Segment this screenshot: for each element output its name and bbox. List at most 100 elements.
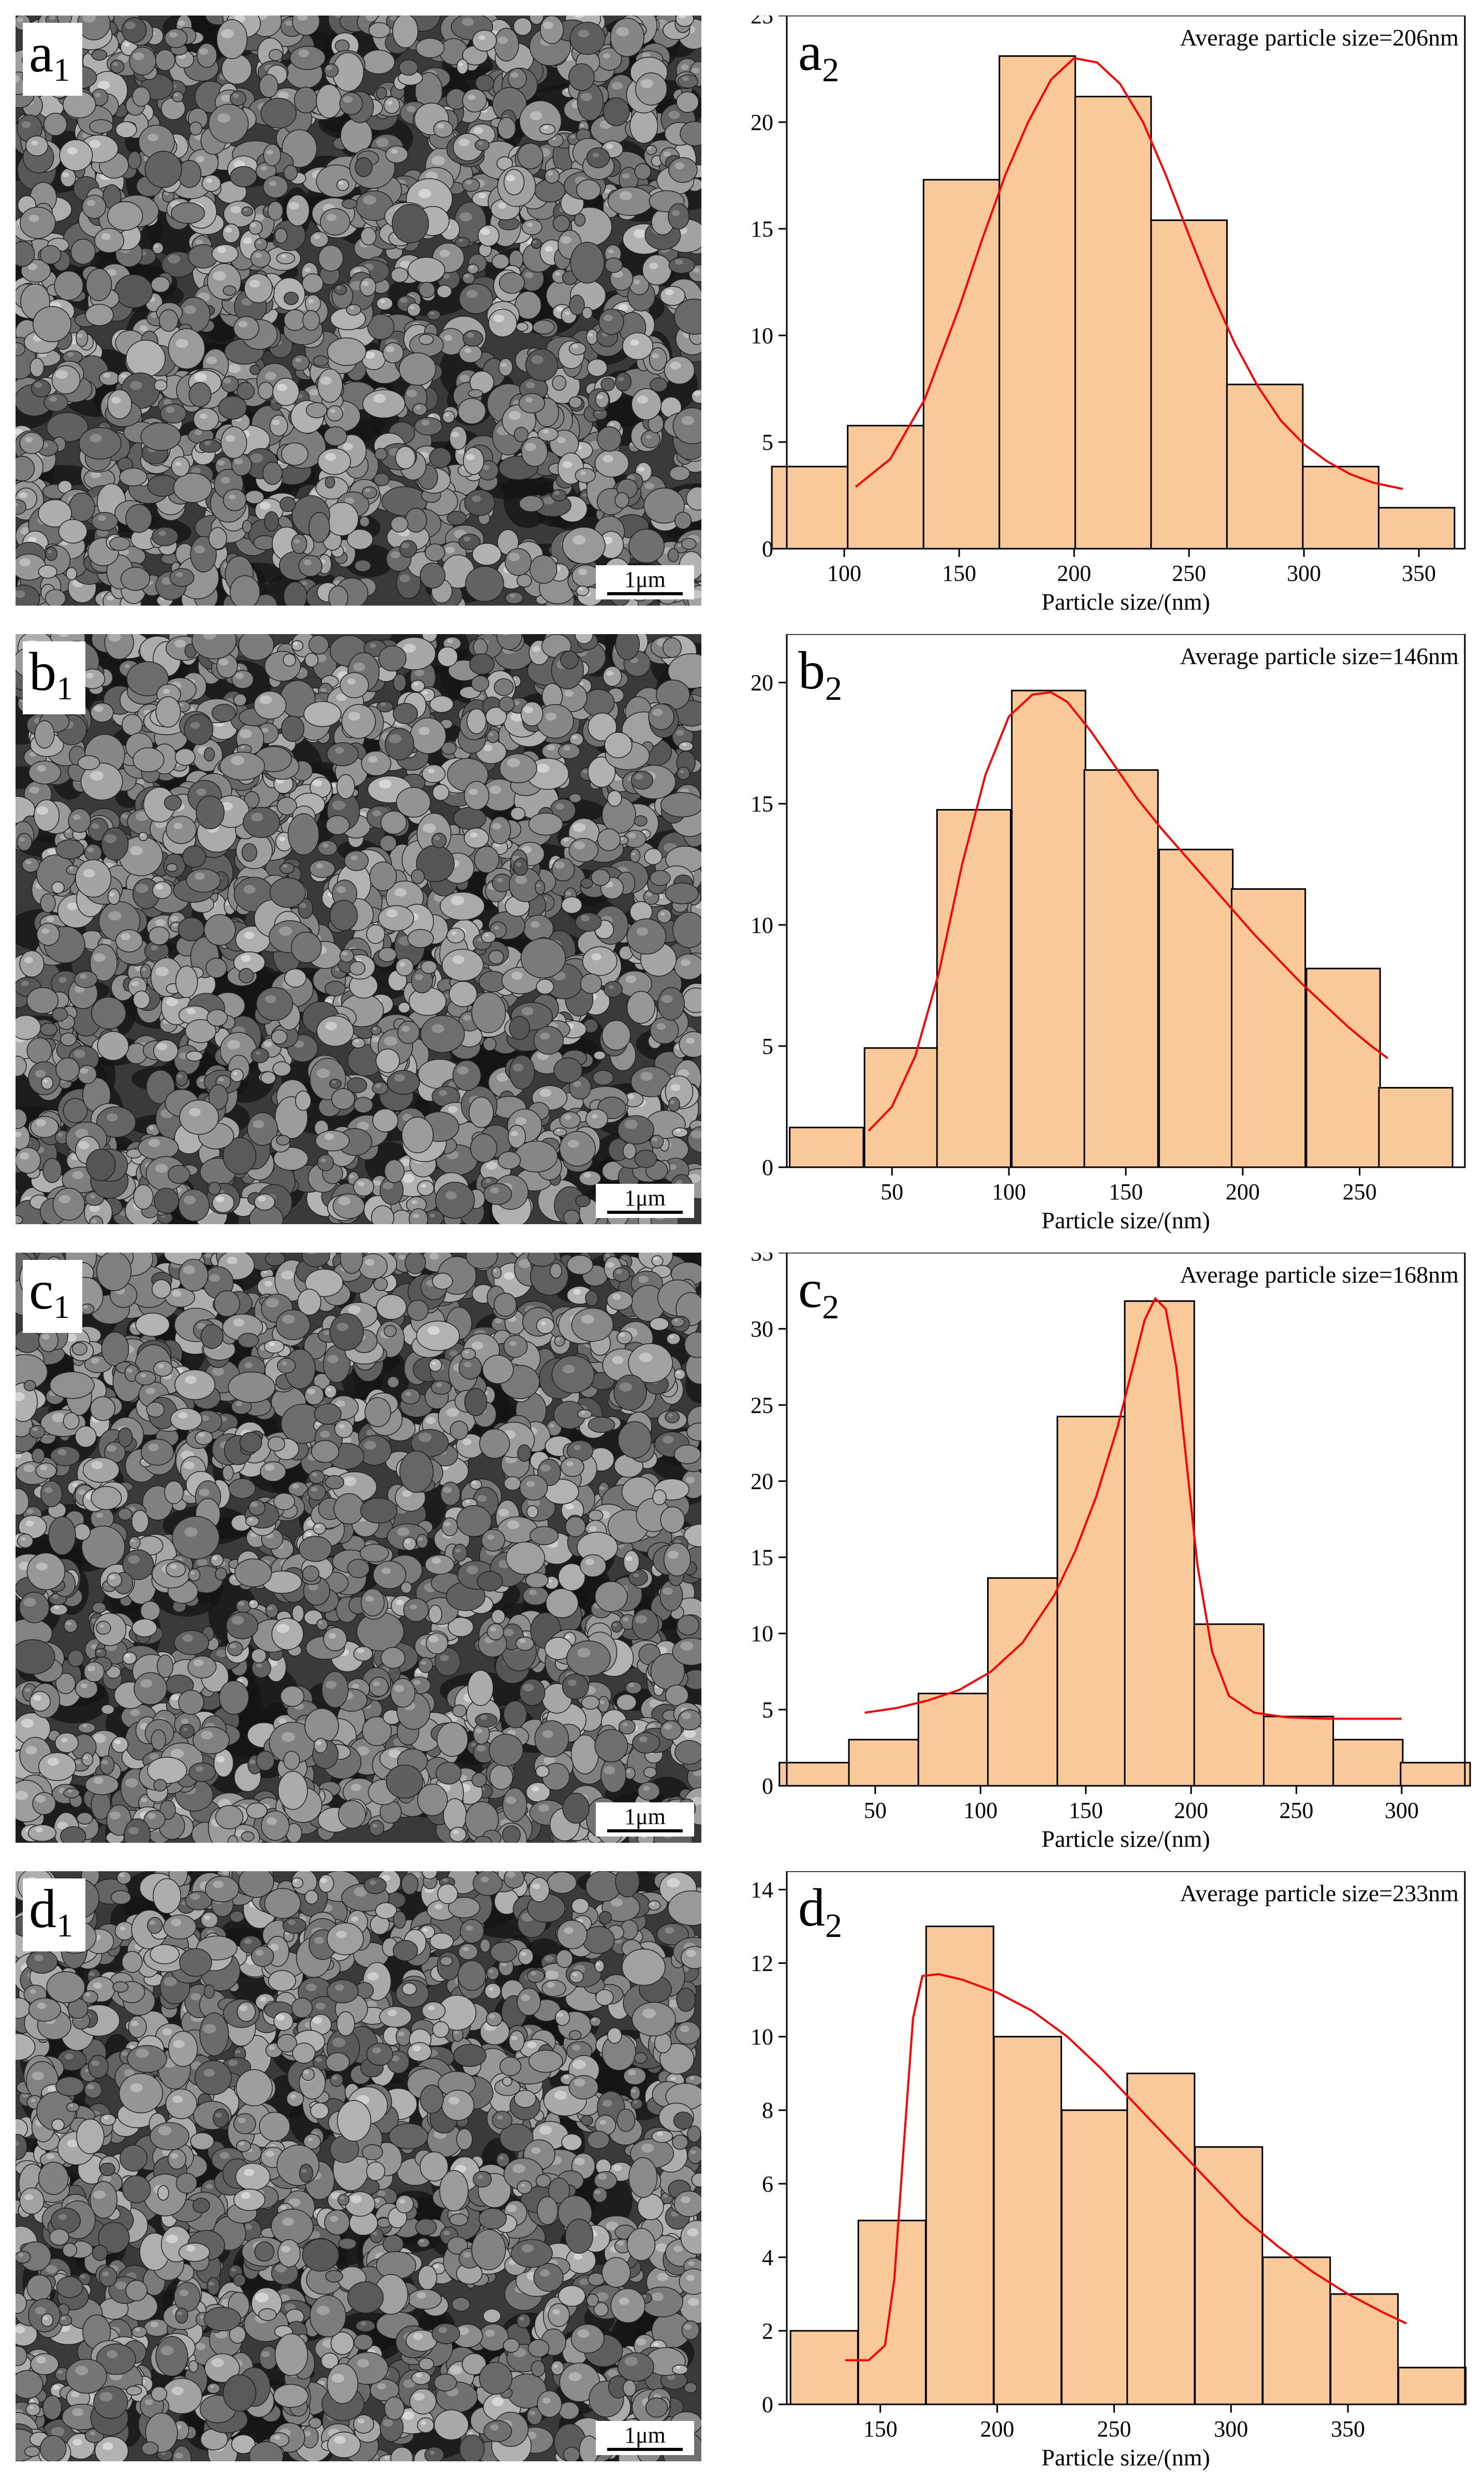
sem-particle — [521, 938, 565, 978]
sem-particle — [677, 767, 689, 780]
sem-highlight — [195, 873, 205, 880]
sem-particle — [313, 356, 328, 366]
sem-particle — [326, 816, 349, 835]
sem-highlight — [591, 953, 601, 961]
sem-particle — [33, 306, 71, 342]
sem-particle — [583, 947, 617, 976]
sem-particle — [196, 796, 224, 829]
sem-particle — [78, 756, 100, 770]
sem-particle — [410, 718, 446, 754]
sem-highlight — [109, 892, 115, 897]
sem-highlight — [525, 272, 533, 278]
sem-particle — [52, 882, 64, 893]
sem-highlight — [530, 111, 542, 120]
sem-highlight — [508, 553, 520, 561]
sem-particle — [202, 175, 221, 192]
sem-particle — [421, 1016, 464, 1053]
sem-particle — [133, 748, 164, 772]
sem-highlight — [670, 1100, 675, 1104]
sem-highlight — [573, 823, 586, 832]
sem-particle — [605, 732, 632, 758]
sem-highlight — [244, 208, 248, 211]
sem-particle — [576, 1195, 590, 1207]
sem-highlight — [226, 435, 236, 442]
sem-highlight — [423, 824, 436, 833]
sem-highlight — [625, 975, 636, 983]
sem-highlight — [288, 202, 299, 210]
sem-highlight — [156, 885, 163, 890]
sem-particle — [222, 376, 239, 392]
sem-highlight — [180, 703, 184, 707]
sem-particle — [469, 1097, 493, 1127]
sem-particle — [66, 568, 77, 580]
sem-particle — [282, 443, 308, 465]
sem-particle — [453, 807, 486, 830]
sem-particle — [86, 1149, 115, 1181]
sem-highlight — [217, 460, 225, 465]
sem-particle — [355, 158, 372, 177]
sem-particle — [290, 46, 326, 69]
sem-highlight — [310, 389, 318, 395]
sem-highlight — [95, 93, 100, 97]
sem-particle — [183, 846, 206, 868]
y-tick-label: 0 — [762, 536, 773, 562]
sem-highlight — [25, 860, 32, 864]
sem-particle — [34, 800, 60, 831]
sem-highlight — [325, 1133, 334, 1140]
sem-particle — [650, 871, 670, 886]
sem-particle — [586, 1109, 608, 1129]
sem-highlight — [681, 64, 688, 70]
sem-highlight — [383, 1182, 393, 1189]
sem-highlight — [375, 1084, 380, 1088]
sem-particle — [327, 743, 358, 766]
sem-particle — [473, 639, 487, 656]
sem-particle — [366, 924, 385, 943]
sem-particle — [666, 883, 699, 904]
sem-highlight — [349, 1175, 354, 1179]
sem-highlight — [227, 1040, 240, 1049]
y-tick-label: 20 — [751, 110, 773, 135]
sem-particle — [30, 358, 44, 377]
sem-highlight — [464, 348, 472, 353]
sem-highlight — [229, 494, 236, 499]
sem-highlight — [545, 246, 553, 252]
sem-particle — [513, 18, 532, 35]
sem-particle — [128, 151, 141, 169]
sem-highlight — [439, 250, 450, 257]
sem-particle — [434, 121, 453, 137]
sem-highlight — [108, 911, 121, 920]
sem-highlight — [471, 832, 478, 838]
sem-particle — [101, 828, 128, 860]
sem-highlight — [628, 833, 636, 839]
sem-highlight — [637, 927, 649, 935]
sem-particle — [569, 839, 598, 862]
sem-highlight — [372, 810, 381, 816]
sem-particle — [92, 997, 126, 1029]
histogram-bar — [1000, 56, 1076, 549]
sem-highlight — [581, 915, 590, 921]
sem-particle — [16, 1148, 40, 1173]
sem-particle — [208, 263, 241, 299]
sem-particle — [499, 697, 515, 712]
sem-highlight — [400, 575, 410, 582]
sem-highlight — [265, 372, 276, 380]
sem-highlight — [260, 502, 271, 509]
sem-highlight — [326, 65, 332, 70]
sem-particle — [204, 915, 236, 946]
sem-highlight — [634, 229, 646, 238]
sem-particle — [505, 549, 532, 576]
sem-particle — [333, 1194, 364, 1218]
sem-highlight — [423, 691, 428, 695]
sem-particle — [400, 540, 417, 557]
sem-highlight — [125, 22, 136, 30]
sem-particle — [511, 807, 525, 820]
sem-particle — [678, 75, 698, 88]
sem-particle — [284, 292, 299, 304]
sem-particle — [443, 411, 454, 423]
sem-highlight — [325, 453, 336, 461]
sem-highlight — [186, 1008, 195, 1014]
histogram-bar — [1231, 889, 1305, 1167]
sem-highlight — [466, 454, 475, 460]
sem-highlight — [652, 709, 663, 716]
sem-particle — [462, 273, 475, 284]
